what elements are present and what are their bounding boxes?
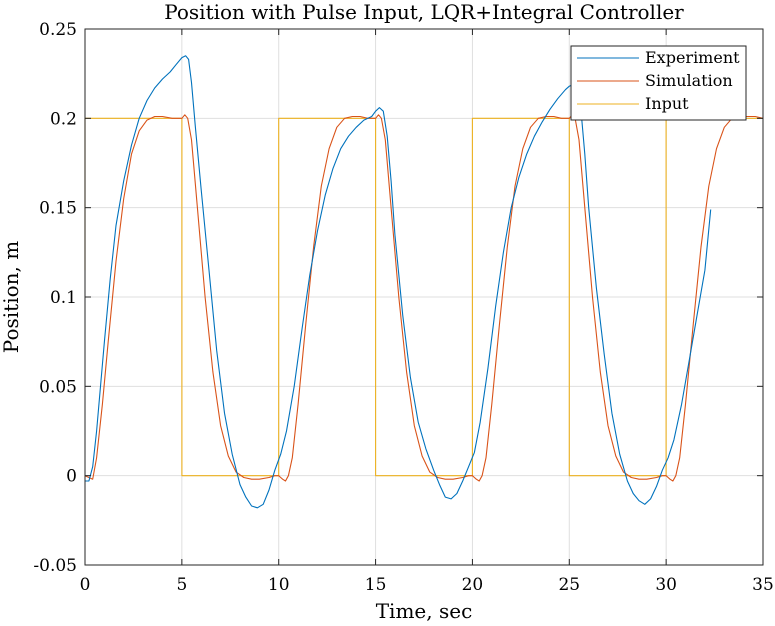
y-tick-label: 0 [66, 467, 77, 487]
series-line-input [84, 117, 763, 477]
y-tick-label: 0.1 [50, 288, 77, 308]
series-group [84, 55, 764, 509]
series-line-simulation [84, 114, 764, 482]
x-axis-label: Time, sec [376, 599, 473, 623]
y-tick-label: 0.15 [39, 199, 77, 219]
x-tick-label: 5 [176, 575, 187, 595]
y-tick-label: 0.05 [39, 377, 77, 397]
x-tick-label: 35 [752, 575, 774, 595]
chart-title: Position with Pulse Input, LQR+Integral … [164, 0, 684, 24]
legend: Experiment Simulation Input [570, 45, 747, 121]
y-tick-label: -0.05 [33, 556, 77, 576]
y-axis-label: Position, m [0, 241, 23, 353]
x-tick-label: 0 [80, 575, 91, 595]
x-tick-label: 30 [655, 575, 677, 595]
y-tick-label: 0.2 [50, 109, 77, 129]
y-tick-label: 0.25 [39, 20, 77, 40]
x-tick-label: 15 [365, 575, 387, 595]
x-tick-label: 25 [558, 575, 580, 595]
legend-label-experiment: Experiment [645, 48, 740, 67]
series-line-experiment [85, 55, 712, 509]
legend-label-input: Input [645, 94, 689, 113]
legend-label-simulation: Simulation [645, 71, 733, 90]
x-tick-label: 10 [268, 575, 290, 595]
x-tick-label: 20 [462, 575, 484, 595]
